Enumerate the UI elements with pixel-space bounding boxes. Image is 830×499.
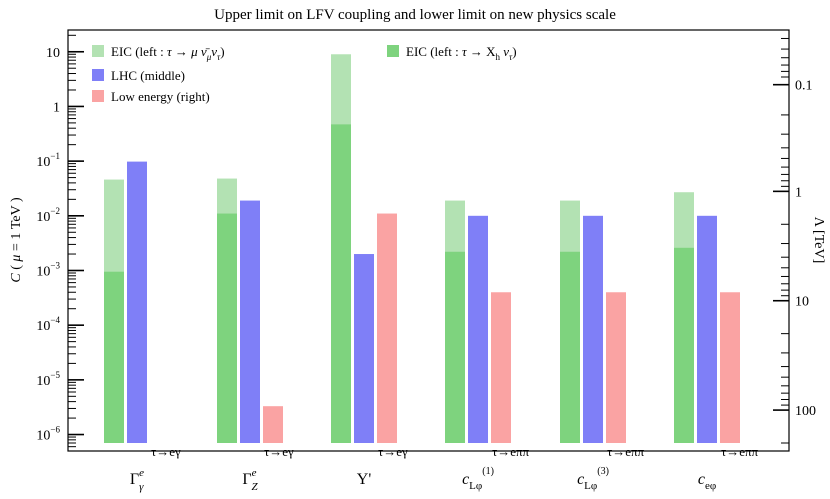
chart-title: Upper limit on LFV coupling and lower li… [214, 7, 616, 23]
category-label: Γe γ [130, 467, 144, 493]
bar-eic-hadron [217, 213, 237, 443]
y-tick-label: 10−1 [36, 151, 60, 170]
y-axis-label: C ( μ = 1 TeV ) [9, 197, 24, 283]
bar-low-energy [491, 292, 511, 443]
legend: EIC (left : τ → μ ν̄μντ) LHC (middle) Low … [92, 44, 517, 104]
legend-label: EIC (left : τ → μ ν̄μντ) [111, 44, 225, 62]
y-tick-label: 10 [46, 46, 60, 61]
y2-axis-label: Λ [TeV] [811, 217, 826, 264]
bar-low-energy [720, 292, 740, 443]
bar-lhc [468, 215, 488, 443]
category-label: ceφ [698, 471, 716, 492]
bar-eic-hadron [104, 271, 124, 443]
process-annotation: τ→eππ [721, 444, 759, 459]
plot-frame [67, 29, 790, 452]
category-label: Υ' [357, 471, 372, 488]
legend-swatch [92, 90, 104, 102]
y-tick-label: 10−4 [36, 315, 60, 334]
bar-layer [104, 54, 740, 444]
bar-lhc [240, 200, 260, 443]
y-tick-label: 10−5 [36, 370, 60, 389]
bar-low-energy [263, 406, 283, 443]
legend-label: Low energy (right) [111, 89, 210, 104]
bar-lhc [127, 161, 147, 443]
process-annotation: τ→eγ [264, 444, 294, 459]
process-annotation: τ→eγ [151, 444, 181, 459]
y2-tick-label: 0.1 [795, 79, 813, 94]
y2-tick-label: 100 [795, 404, 816, 419]
bar-lhc [354, 254, 374, 443]
legend-swatch [92, 69, 104, 81]
legend-swatch [92, 45, 104, 57]
y-tick-label: 10−3 [36, 260, 60, 279]
category-label: cLφ(3) [577, 466, 609, 492]
bar-low-energy [606, 292, 626, 443]
y-tick-label: 10−2 [36, 206, 60, 225]
process-annotation: τ→eγ [378, 444, 408, 459]
y2-tick-label: 1 [795, 185, 802, 200]
legend-label: LHC (middle) [111, 68, 185, 83]
bar-eic-hadron [445, 251, 465, 443]
y-tick-label: 10−6 [36, 425, 60, 444]
legend-swatch [387, 45, 399, 57]
bar-eic-hadron [560, 251, 580, 443]
bar-eic-hadron [674, 247, 694, 443]
category-label: Γe Z [242, 467, 258, 493]
bar-lhc [583, 215, 603, 443]
y-tick-label: 1 [53, 100, 60, 115]
tick-layer: 10 1 10−1 10−2 10−3 10−4 10−5 10−6 0.1 1 10 100 [36, 34, 816, 452]
label-layer: τ→eγ Γe γ τ→eγ Γe Z τ→eγ Υ' τ→eππ cLφ(1) τ→eππ cLφ(… [130, 444, 759, 493]
y2-tick-label: 10 [795, 295, 809, 310]
category-label: cLφ(1) [462, 466, 494, 492]
legend-label: EIC (left : τ → Xh ντ) [406, 44, 517, 62]
process-annotation: τ→eππ [492, 444, 530, 459]
bar-lhc [697, 215, 717, 443]
bar-eic-hadron [331, 124, 351, 444]
bar-low-energy [377, 213, 397, 443]
process-annotation: τ→eππ [607, 444, 645, 459]
